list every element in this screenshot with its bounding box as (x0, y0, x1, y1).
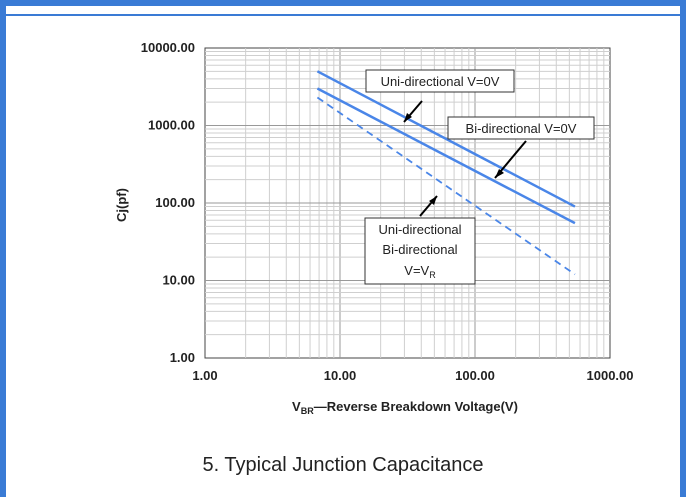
x-tick-label: 1000.00 (587, 368, 634, 383)
annotation-bi-box (447, 116, 595, 140)
annotation-vr-line3: V=VR (404, 263, 436, 280)
y-tick-label: 1.00 (170, 350, 195, 365)
x-axis-label: VBR—Reverse Breakdown Voltage(V) (292, 399, 518, 416)
annotation-uni-text: Uni-directional V=0V (381, 74, 500, 89)
y-tick-label: 1000.00 (148, 118, 195, 133)
header-rule (0, 14, 686, 16)
x-tick-label: 100.00 (455, 368, 495, 383)
series-line-bi0 (316, 87, 576, 225)
annotation-vr-arrowhead (429, 196, 437, 205)
x-tick-label: 1.00 (192, 368, 217, 383)
figure-caption: 5. Typical Junction Capacitance (202, 454, 484, 476)
y-tick-label: 10000.00 (141, 40, 195, 55)
series-line-uni0 (316, 70, 576, 208)
annotation-vr-box (364, 217, 476, 285)
annotation-uni-box (365, 69, 515, 93)
annotation-uni-arrowhead (404, 113, 412, 122)
y-axis-label: Cj(pf) (114, 188, 129, 222)
capacitance-chart: 1.00 10.00 100.00 1000.00 1.00 10.00 100.00 100… (114, 40, 634, 416)
series-line-vr (316, 96, 576, 276)
x-tick-label: 10.00 (324, 368, 357, 383)
tick-labels: 1.00 10.00 100.00 1000.00 1.00 10.00 100.00 100… (141, 40, 634, 383)
annotation-bi-arrowhead (495, 169, 504, 178)
series-lines (316, 70, 576, 276)
annotation-bi-text: Bi-directional V=0V (466, 121, 577, 136)
annotation-vr-line2: Bi-directional (382, 242, 457, 257)
y-tick-label: 10.00 (162, 273, 195, 288)
y-tick-label: 100.00 (155, 195, 195, 210)
annotation-vr-line1: Uni-directional (378, 222, 461, 237)
